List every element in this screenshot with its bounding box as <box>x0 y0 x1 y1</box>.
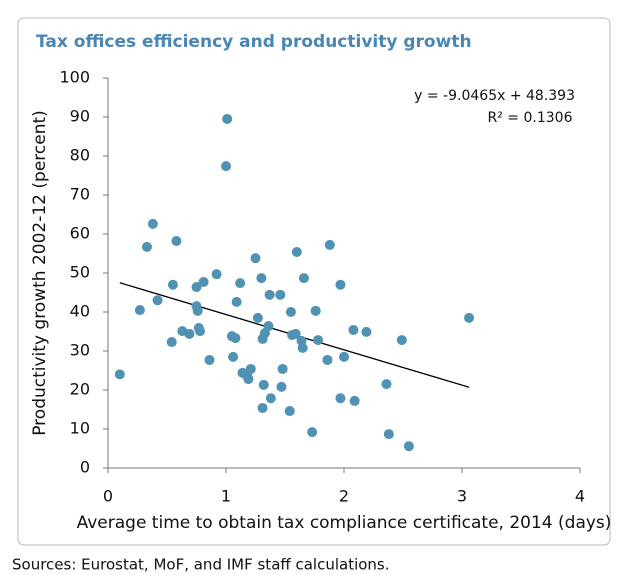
data-point <box>284 406 295 417</box>
data-point <box>171 236 182 247</box>
x-axis-label: Average time to obtain tax compliance ce… <box>77 513 612 533</box>
data-point <box>335 279 346 290</box>
source-note: Sources: Eurostat, MoF, and IMF staff ca… <box>12 556 390 574</box>
data-point <box>258 379 269 390</box>
data-point <box>152 295 163 306</box>
x-tick-label: 1 <box>221 487 231 506</box>
data-point <box>361 326 372 337</box>
data-point <box>285 307 296 317</box>
data-point <box>276 381 287 392</box>
data-point <box>313 335 324 346</box>
x-tick-label: 4 <box>575 487 585 506</box>
data-point <box>291 246 302 257</box>
chart-frame <box>17 17 611 546</box>
data-point <box>265 393 276 404</box>
data-point <box>403 441 414 452</box>
data-point <box>335 393 346 404</box>
data-point <box>339 351 349 362</box>
chart-title: Tax offices efficiency and productivity … <box>36 32 472 52</box>
y-tick-label: 20 <box>70 380 90 399</box>
y-tick-label: 50 <box>70 263 90 282</box>
data-point <box>141 241 152 252</box>
data-point <box>211 269 222 280</box>
data-point <box>264 289 275 300</box>
data-point <box>114 369 125 380</box>
data-point <box>263 321 274 332</box>
y-axis-label: Productivity growth 2002-12 (percent) <box>30 110 50 436</box>
data-point <box>307 427 318 438</box>
data-point <box>147 218 158 229</box>
y-tick-label: 70 <box>70 185 90 204</box>
data-point <box>298 273 309 284</box>
y-tick-label: 30 <box>70 341 90 360</box>
y-tick-label: 10 <box>70 419 90 438</box>
data-point <box>256 273 267 284</box>
data-point <box>221 161 231 172</box>
data-point <box>191 282 202 293</box>
data-point <box>198 276 209 287</box>
x-tick-label: 2 <box>339 487 349 506</box>
data-point <box>396 335 407 346</box>
r-squared: R² = 0.1306 <box>488 110 573 126</box>
data-point <box>231 296 242 307</box>
y-tick-label: 90 <box>70 107 90 126</box>
data-point <box>277 363 288 374</box>
data-point <box>243 374 254 385</box>
x-tick-label: 0 <box>103 487 113 506</box>
data-point <box>381 379 392 390</box>
y-tick-label: 0 <box>80 458 90 477</box>
data-point <box>134 305 145 316</box>
data-point <box>192 305 203 316</box>
y-tick-label: 80 <box>70 146 90 165</box>
data-point <box>195 326 206 337</box>
data-point <box>250 253 261 264</box>
data-point <box>167 279 178 290</box>
data-point <box>297 342 308 353</box>
data-point <box>322 354 333 365</box>
y-tick-label: 40 <box>70 302 90 321</box>
data-point <box>349 395 360 406</box>
data-point <box>324 239 335 250</box>
data-point <box>257 402 268 413</box>
data-point <box>245 363 256 374</box>
data-point <box>230 333 241 344</box>
data-point <box>252 312 263 323</box>
data-point <box>235 278 246 289</box>
data-point <box>166 337 177 348</box>
data-point <box>228 351 239 362</box>
y-tick-label: 100 <box>59 68 90 87</box>
trend-equation: y = -9.0465x + 48.393 <box>414 88 575 104</box>
data-point <box>290 328 301 339</box>
data-point <box>222 113 233 124</box>
data-point <box>383 429 394 440</box>
y-tick-label: 60 <box>70 224 90 243</box>
x-tick-label: 3 <box>457 487 467 506</box>
data-point <box>184 328 195 339</box>
data-point <box>310 305 321 316</box>
data-point <box>204 354 215 365</box>
data-point <box>275 289 286 300</box>
data-point <box>348 324 359 335</box>
data-point <box>464 312 475 323</box>
